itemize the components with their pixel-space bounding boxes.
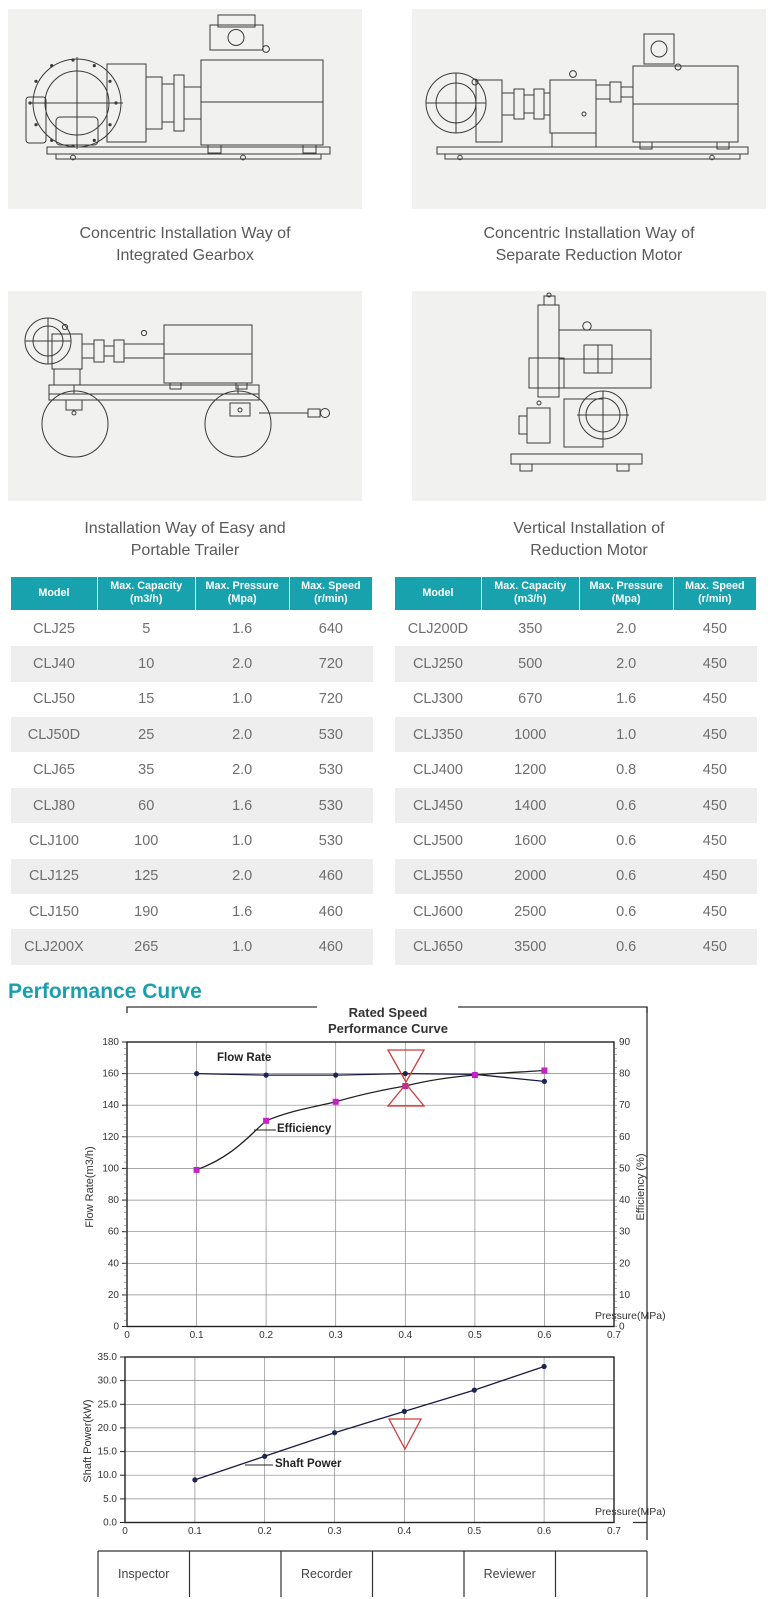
svg-text:Rated Speed: Rated Speed xyxy=(349,1005,428,1020)
svg-text:140: 140 xyxy=(102,1100,119,1111)
svg-text:0.0: 0.0 xyxy=(103,1518,117,1529)
svg-text:0.2: 0.2 xyxy=(259,1330,273,1341)
svg-text:120: 120 xyxy=(102,1132,119,1143)
svg-text:0: 0 xyxy=(113,1322,119,1333)
svg-text:100: 100 xyxy=(102,1163,119,1174)
svg-text:0.2: 0.2 xyxy=(258,1526,272,1537)
svg-text:Efficiency (%): Efficiency (%) xyxy=(635,1153,647,1220)
svg-text:0.5: 0.5 xyxy=(467,1526,481,1537)
svg-text:10: 10 xyxy=(619,1290,631,1301)
svg-text:50: 50 xyxy=(619,1163,631,1174)
svg-text:0: 0 xyxy=(124,1330,130,1341)
svg-text:Efficiency: Efficiency xyxy=(277,1123,332,1135)
svg-text:40: 40 xyxy=(108,1258,120,1269)
svg-text:Pressure(MPa): Pressure(MPa) xyxy=(595,1506,666,1518)
svg-text:Performance Curve: Performance Curve xyxy=(328,1021,448,1036)
svg-text:30.0: 30.0 xyxy=(98,1376,118,1387)
svg-text:40: 40 xyxy=(619,1195,631,1206)
svg-text:20.0: 20.0 xyxy=(98,1423,118,1434)
svg-text:0.5: 0.5 xyxy=(468,1330,482,1341)
svg-text:0.6: 0.6 xyxy=(537,1526,551,1537)
svg-text:Flow Rate: Flow Rate xyxy=(217,1052,271,1064)
svg-text:70: 70 xyxy=(619,1100,631,1111)
svg-text:0.1: 0.1 xyxy=(188,1526,202,1537)
svg-text:15.0: 15.0 xyxy=(98,1447,118,1458)
svg-text:Shaft Power(kW): Shaft Power(kW) xyxy=(82,1399,94,1482)
svg-text:180: 180 xyxy=(102,1037,119,1048)
svg-text:30: 30 xyxy=(619,1227,631,1238)
svg-text:5.0: 5.0 xyxy=(103,1494,117,1505)
svg-text:35.0: 35.0 xyxy=(98,1352,118,1363)
svg-text:Flow Rate(m3/h): Flow Rate(m3/h) xyxy=(84,1146,96,1227)
svg-text:0.7: 0.7 xyxy=(607,1526,621,1537)
svg-text:20: 20 xyxy=(619,1258,631,1269)
svg-text:0.1: 0.1 xyxy=(190,1330,204,1341)
svg-text:0.4: 0.4 xyxy=(397,1526,411,1537)
svg-text:0.4: 0.4 xyxy=(398,1330,412,1341)
svg-text:Shaft Power: Shaft Power xyxy=(275,1458,342,1470)
svg-text:60: 60 xyxy=(619,1132,631,1143)
svg-text:20: 20 xyxy=(108,1290,120,1301)
svg-text:25.0: 25.0 xyxy=(98,1399,118,1410)
svg-text:80: 80 xyxy=(108,1195,120,1206)
svg-text:0.3: 0.3 xyxy=(329,1330,343,1341)
svg-text:10.0: 10.0 xyxy=(98,1470,118,1481)
svg-text:90: 90 xyxy=(619,1037,631,1048)
svg-text:0: 0 xyxy=(122,1526,128,1537)
svg-text:60: 60 xyxy=(108,1227,120,1238)
svg-text:160: 160 xyxy=(102,1069,119,1080)
svg-text:0.6: 0.6 xyxy=(537,1330,551,1341)
svg-text:Inspector: Inspector xyxy=(118,1567,169,1581)
svg-text:Pressure(MPa): Pressure(MPa) xyxy=(595,1310,666,1322)
svg-text:Reviewer: Reviewer xyxy=(484,1567,536,1581)
svg-text:0.3: 0.3 xyxy=(328,1526,342,1537)
svg-text:Recorder: Recorder xyxy=(301,1567,352,1581)
svg-text:0.7: 0.7 xyxy=(607,1330,621,1341)
svg-text:80: 80 xyxy=(619,1069,631,1080)
